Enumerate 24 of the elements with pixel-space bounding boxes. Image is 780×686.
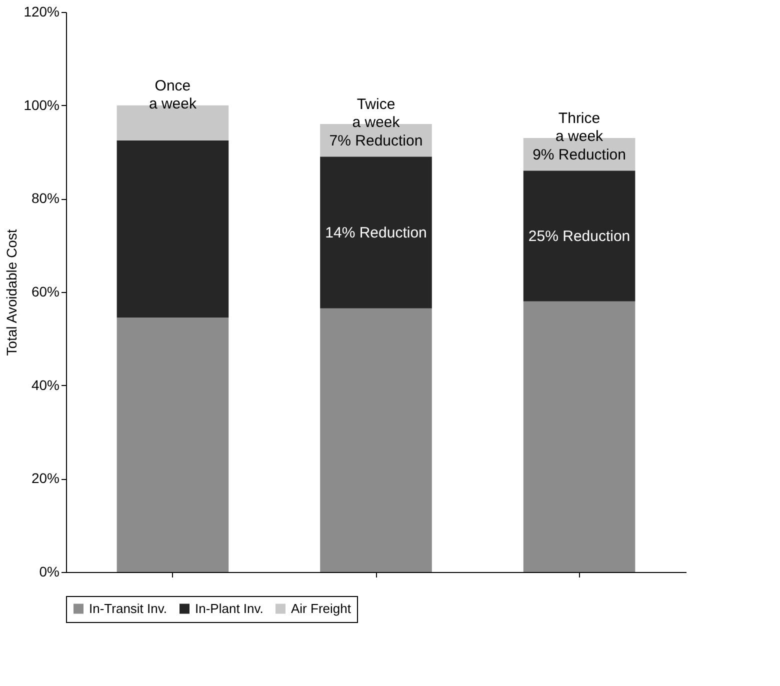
bar	[116, 318, 229, 572]
bar	[320, 156, 432, 308]
y-tick-label: 0%	[39, 564, 60, 580]
x-tick-label: Thrice a week	[556, 110, 604, 145]
legend-label: In-Transit Inv.	[89, 600, 168, 616]
annotation: 7% Reduction	[329, 132, 423, 150]
y-tick-label: 60%	[31, 284, 60, 300]
bar	[116, 140, 229, 318]
annotation: 9% Reduction	[532, 146, 626, 164]
legend-label: Air Freight	[291, 600, 352, 616]
legend-label: In-Plant Inv.	[195, 600, 264, 616]
y-tick-label: 40%	[31, 376, 60, 393]
annotation: 14% Reduction	[325, 224, 427, 242]
y-tick-label: 80%	[31, 190, 60, 206]
x-tick-label: Twice a week	[352, 96, 400, 131]
bar	[523, 170, 636, 302]
y-tick-label: 120%	[24, 4, 60, 20]
bar	[523, 301, 636, 572]
bar	[320, 308, 432, 572]
y-tick-label: 20%	[31, 470, 60, 486]
annotation: 25% Reduction	[528, 228, 630, 245]
y-tick-label: 100%	[24, 96, 60, 113]
y-axis-title: Total Avoidable Cost	[4, 229, 20, 356]
x-tick-label: Once a week	[148, 77, 197, 112]
